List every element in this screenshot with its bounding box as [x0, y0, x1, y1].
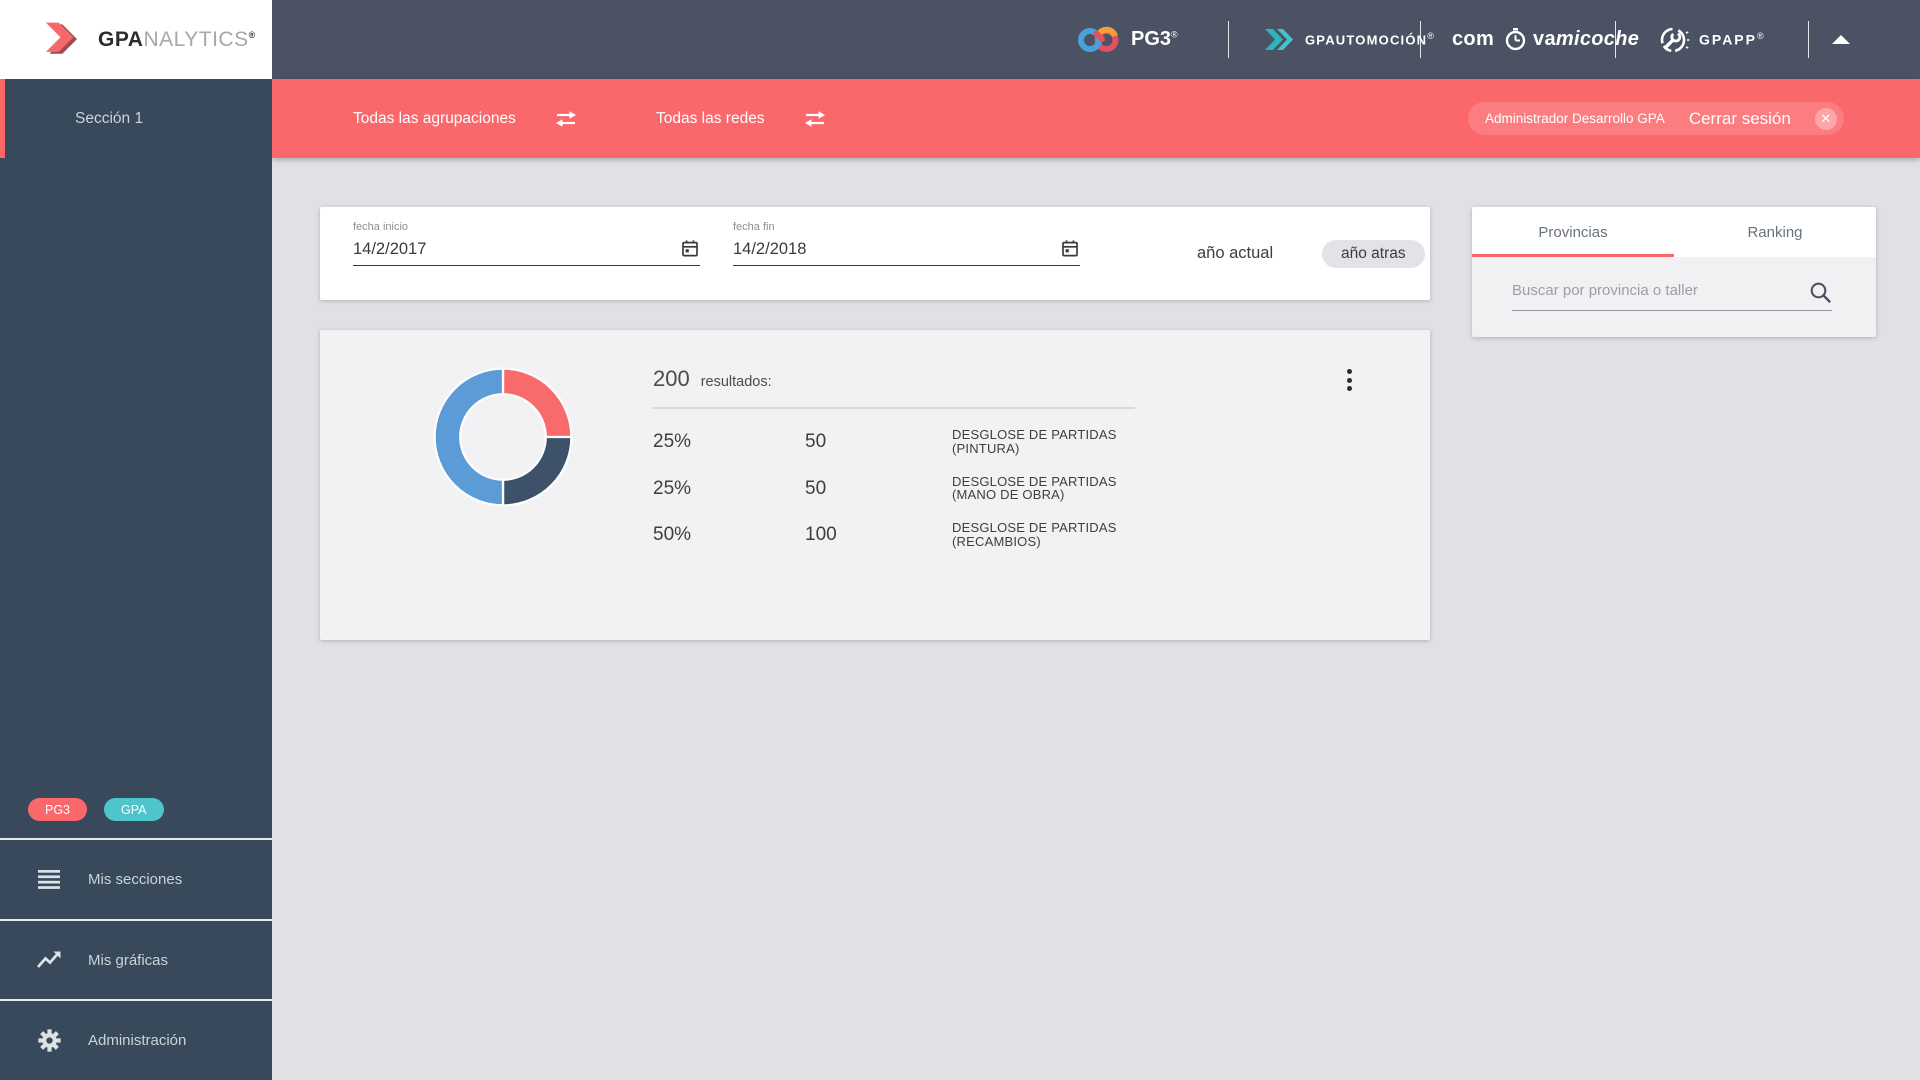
networks-label: Todas las redes: [656, 109, 765, 127]
divider: [1615, 21, 1616, 58]
divider: [1808, 21, 1809, 58]
result-percent: 25%: [653, 477, 692, 499]
collapse-caret-icon[interactable]: [1832, 35, 1850, 44]
panel-tabs: Provincias Ranking: [1472, 207, 1876, 257]
networks-filter[interactable]: Todas las redes: [656, 79, 828, 158]
red-filter-bar: Todas las agrupaciones Todas las redes A…: [272, 79, 1920, 158]
divider: [1420, 21, 1421, 58]
logout-button[interactable]: Cerrar sesión: [1688, 108, 1791, 128]
provinces-panel: Provincias Ranking: [1472, 207, 1876, 337]
results-count-suffix: resultados:: [700, 374, 772, 390]
result-label: DESGLOSE DE PARTIDAS (PINTURA): [952, 427, 1117, 456]
app-logo: GPANALYTICS®: [0, 0, 272, 79]
previous-year-button[interactable]: año atras: [1322, 240, 1425, 268]
groupings-filter[interactable]: Todas las agrupaciones: [353, 79, 579, 158]
gear-icon: [36, 1028, 62, 1053]
sidebar: GPANALYTICS® Sección 1 PG3 GPA Mis secci…: [0, 0, 272, 1080]
brand-comprovamicoche: com vamicoche: [1452, 28, 1640, 51]
results-count: 200: [653, 366, 690, 391]
sidebar-item-seccion-1[interactable]: Sección 1: [0, 79, 272, 158]
logout-close-icon[interactable]: ✕: [1814, 107, 1837, 130]
results-table: 200 resultados: 25% 50 DESGLOSE DE PARTI…: [653, 366, 1135, 549]
start-date-field: fecha inicio: [353, 221, 700, 266]
swap-icon[interactable]: [553, 108, 579, 130]
result-value: 50: [805, 431, 827, 452]
result-row: 50% 100 DESGLOSE DE PARTIDAS (RECAMBIOS): [653, 521, 1135, 549]
result-value: 50: [805, 477, 827, 499]
swap-icon[interactable]: [802, 108, 828, 130]
sidebar-item-mis-graficas[interactable]: Mis gráficas: [0, 918, 272, 1000]
card-menu-kebab-icon[interactable]: [1338, 367, 1360, 397]
current-year-button[interactable]: año actual: [1197, 244, 1274, 262]
user-name: Administrador Desarrollo GPA: [1485, 111, 1665, 126]
infinity-icon: [1078, 26, 1119, 52]
sidebar-item-administracion[interactable]: Administración: [0, 999, 272, 1080]
groupings-label: Todas las agrupaciones: [353, 109, 516, 127]
divider: [1228, 21, 1229, 58]
result-label: DESGLOSE DE PARTIDAS (MANO DE OBRA): [952, 473, 1117, 503]
trending-icon: [36, 950, 62, 970]
result-row: 25% 50 DESGLOSE DE PARTIDAS (PINTURA): [653, 428, 1135, 456]
clock-icon: [1505, 28, 1526, 51]
sidebar-item-label: Mis secciones: [88, 871, 183, 889]
search-input[interactable]: [1512, 273, 1792, 299]
donut-chart: [427, 361, 579, 513]
start-date-label: fecha inicio: [353, 221, 409, 233]
panel-body: [1472, 257, 1876, 337]
sidebar-item-label: Mis gráficas: [88, 951, 169, 969]
result-percent: 50%: [653, 524, 692, 546]
date-filter-card: fecha inicio fecha fin año actual año at…: [320, 207, 1430, 300]
end-date-label: fecha fin: [733, 221, 775, 233]
sidebar-badges: PG3 GPA: [0, 798, 272, 838]
results-chart-card: 200 resultados: 25% 50 DESGLOSE DE PARTI…: [320, 330, 1430, 640]
brand-gpapp: GPAPP®: [1658, 0, 1766, 79]
app-logo-text: GPANALYTICS®: [98, 27, 256, 51]
tab-ranking[interactable]: Ranking: [1747, 223, 1803, 241]
sidebar-item-label: Administración: [88, 1032, 187, 1050]
calendar-icon[interactable]: [682, 240, 698, 257]
user-session-pill: Administrador Desarrollo GPA Cerrar sesi…: [1468, 102, 1844, 135]
result-row: 25% 50 DESGLOSE DE PARTIDAS (MANO DE OBR…: [653, 473, 1135, 503]
brand-gpautomocion: GPAUTOMOCIÓN®: [1262, 0, 1435, 79]
gpa-arrow-icon: [45, 22, 77, 54]
end-date-input[interactable]: [733, 233, 1080, 266]
list-icon: [36, 868, 62, 891]
brand-pg3: PG3®: [1076, 0, 1178, 79]
tab-provincias[interactable]: Provincias: [1472, 207, 1674, 257]
gpa-badge[interactable]: GPA: [104, 798, 164, 822]
sidebar-item-mis-secciones[interactable]: Mis secciones: [0, 838, 272, 919]
wrench-circle-icon: [1660, 27, 1690, 52]
end-date-field: fecha fin: [733, 221, 1080, 266]
pg3-badge[interactable]: PG3: [28, 798, 88, 822]
result-value: 100: [805, 524, 837, 546]
section-label: Sección 1: [75, 109, 144, 127]
results-header: 200 resultados:: [653, 366, 1135, 409]
top-bar: PG3® GPAUTOMOCIÓN® com vamicoche GPAPP®: [272, 0, 1920, 79]
result-label: DESGLOSE DE PARTIDAS (RECAMBIOS): [952, 520, 1117, 549]
search-icon[interactable]: [1809, 281, 1832, 304]
search-field: [1512, 273, 1832, 311]
double-chevron-icon: [1265, 29, 1293, 50]
sidebar-spacer: [0, 158, 272, 798]
calendar-icon[interactable]: [1062, 240, 1078, 257]
result-percent: 25%: [653, 431, 692, 452]
start-date-input[interactable]: [353, 233, 700, 266]
